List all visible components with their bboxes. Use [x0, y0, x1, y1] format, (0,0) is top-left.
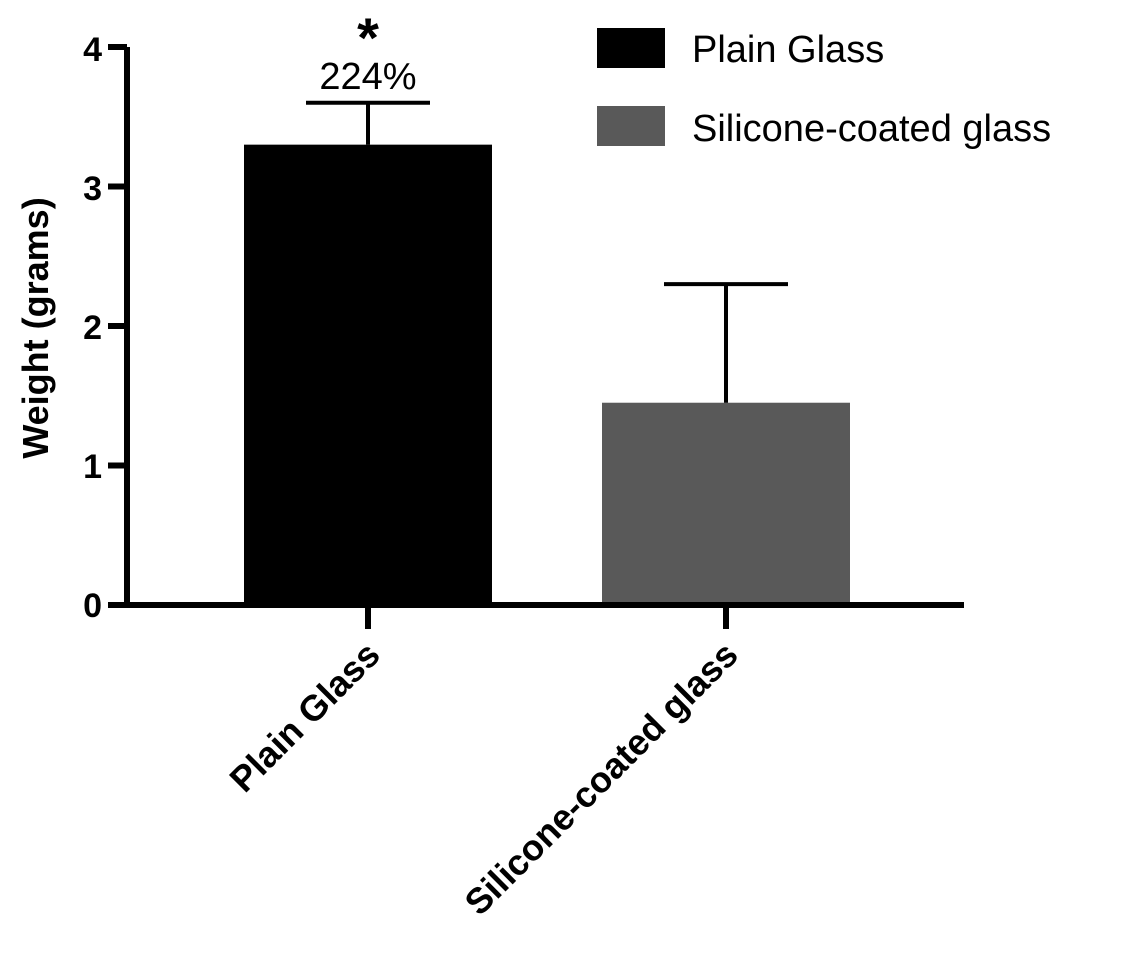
- legend-label-silicone-coated-glass: Silicone-coated glass: [692, 108, 1051, 150]
- legend: Plain Glass Silicone-coated glass: [597, 28, 1051, 150]
- significance-star: *: [357, 6, 379, 69]
- legend-swatch-plain-glass: [597, 28, 665, 68]
- legend-label-plain-glass: Plain Glass: [692, 29, 884, 71]
- y-tick-label-3: 3: [83, 170, 102, 208]
- x-category-label-silicone-coated-glass: Silicone-coated glass: [456, 634, 745, 923]
- y-tick-label-4: 4: [83, 31, 102, 69]
- legend-swatch-silicone-coated-glass: [597, 106, 665, 146]
- bar-silicone-coated-glass: [602, 402, 850, 605]
- y-tick-label-1: 1: [83, 448, 102, 486]
- y-axis-title: Weight (grams): [15, 197, 56, 458]
- chart-marks: [108, 44, 850, 629]
- axes: [124, 47, 964, 608]
- y-tick-label-2: 2: [83, 309, 102, 347]
- x-category-label-plain-glass: Plain Glass: [221, 634, 387, 800]
- percent-annotation: 224%: [319, 56, 416, 98]
- bar-plain-glass: [244, 144, 492, 605]
- y-tick-label-0: 0: [83, 587, 102, 625]
